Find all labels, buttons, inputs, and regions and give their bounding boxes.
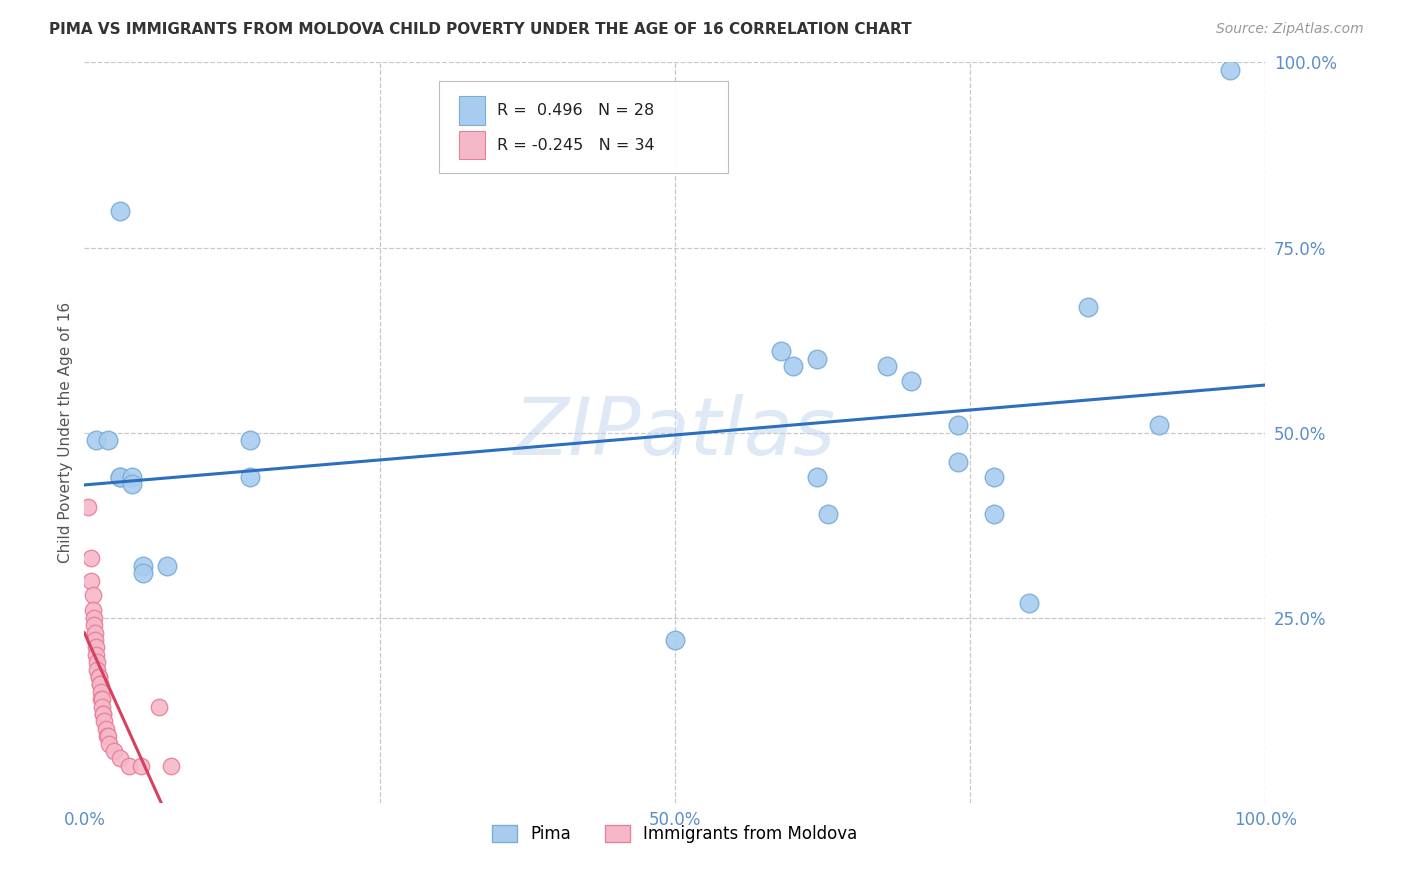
Text: Source: ZipAtlas.com: Source: ZipAtlas.com: [1216, 22, 1364, 37]
Point: [89, 677, 111, 691]
Point: [80, 551, 103, 566]
Point: [900, 374, 922, 388]
Point: [91, 699, 114, 714]
Point: [806, 351, 828, 366]
Point: [239, 433, 262, 447]
Point: [86, 663, 108, 677]
Point: [96, 729, 118, 743]
Point: [87, 670, 110, 684]
Point: [82, 589, 104, 603]
Point: [132, 558, 155, 573]
Point: [121, 477, 143, 491]
Point: [89, 677, 111, 691]
Point: [93, 714, 115, 729]
Point: [156, 558, 179, 573]
Y-axis label: Child Poverty Under the Age of 16: Child Poverty Under the Age of 16: [58, 302, 73, 563]
Text: R = -0.245   N = 34: R = -0.245 N = 34: [496, 138, 654, 153]
Point: [806, 470, 828, 484]
Text: ZIPatlas: ZIPatlas: [513, 393, 837, 472]
Point: [983, 507, 1005, 521]
Point: [97, 729, 120, 743]
Point: [782, 359, 804, 373]
Legend: Pima, Immigrants from Moldova: Pima, Immigrants from Moldova: [485, 819, 865, 850]
Text: PIMA VS IMMIGRANTS FROM MOLDOVA CHILD POVERTY UNDER THE AGE OF 16 CORRELATION CH: PIMA VS IMMIGRANTS FROM MOLDOVA CHILD PO…: [49, 22, 912, 37]
Point: [108, 751, 131, 765]
Point: [159, 758, 181, 772]
Point: [1018, 596, 1040, 610]
Point: [94, 722, 117, 736]
FancyBboxPatch shape: [439, 81, 728, 173]
Point: [83, 610, 105, 624]
Point: [948, 418, 970, 433]
Point: [108, 470, 131, 484]
Point: [1077, 300, 1099, 314]
Point: [84, 632, 107, 647]
Point: [80, 574, 103, 588]
Point: [129, 758, 152, 772]
Point: [1219, 62, 1241, 77]
Point: [84, 640, 107, 655]
Point: [148, 699, 170, 714]
Point: [876, 359, 898, 373]
Point: [132, 566, 155, 581]
Bar: [458, 96, 485, 125]
Point: [84, 433, 107, 447]
Point: [91, 706, 114, 721]
Point: [77, 500, 100, 514]
Point: [98, 737, 121, 751]
Point: [118, 758, 141, 772]
Point: [82, 603, 104, 617]
Bar: [458, 131, 485, 160]
Point: [91, 692, 114, 706]
Point: [983, 470, 1005, 484]
Point: [108, 203, 131, 218]
Point: [239, 470, 262, 484]
Point: [83, 618, 105, 632]
Point: [817, 507, 839, 521]
Point: [84, 625, 107, 640]
Point: [90, 692, 112, 706]
Point: [1147, 418, 1170, 433]
Point: [770, 344, 793, 359]
Point: [97, 433, 120, 447]
Point: [121, 470, 143, 484]
Point: [948, 455, 970, 469]
Point: [664, 632, 686, 647]
Point: [108, 470, 131, 484]
Point: [91, 706, 114, 721]
Point: [103, 744, 125, 758]
Point: [87, 670, 110, 684]
Point: [84, 648, 107, 662]
Point: [90, 685, 112, 699]
Point: [86, 655, 108, 669]
Text: R =  0.496   N = 28: R = 0.496 N = 28: [496, 103, 654, 118]
